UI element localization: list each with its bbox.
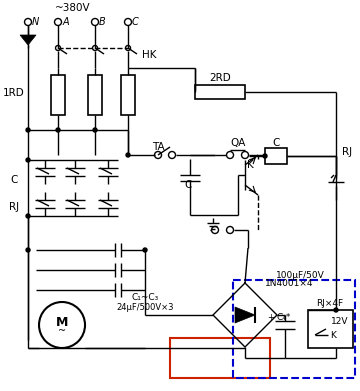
Text: K: K: [247, 160, 253, 170]
Text: 1RD: 1RD: [3, 88, 25, 98]
Circle shape: [26, 128, 30, 132]
Bar: [308, 310, 353, 348]
Circle shape: [54, 18, 62, 25]
Circle shape: [226, 226, 234, 233]
Polygon shape: [20, 35, 36, 45]
Text: RJ: RJ: [342, 147, 352, 157]
Text: ~: ~: [58, 326, 66, 336]
Text: TA: TA: [152, 142, 165, 152]
Text: A: A: [62, 17, 69, 27]
Bar: [233, 280, 355, 378]
Circle shape: [143, 248, 147, 252]
Text: C: C: [132, 17, 139, 27]
Circle shape: [93, 128, 97, 132]
Circle shape: [334, 308, 338, 312]
Bar: [265, 148, 287, 164]
Circle shape: [91, 18, 99, 25]
Text: HK: HK: [142, 50, 157, 60]
Circle shape: [39, 302, 85, 348]
Text: 2RD: 2RD: [209, 73, 231, 83]
Text: B: B: [99, 17, 106, 27]
Circle shape: [125, 18, 131, 25]
Text: ~380V: ~380V: [55, 3, 91, 13]
Text: C: C: [184, 180, 192, 190]
Circle shape: [26, 214, 30, 218]
Circle shape: [24, 18, 32, 25]
Circle shape: [26, 248, 30, 252]
Circle shape: [242, 151, 248, 158]
Text: C₁~C₃: C₁~C₃: [131, 294, 159, 303]
Circle shape: [226, 151, 234, 158]
Text: RJ×4F: RJ×4F: [316, 298, 343, 307]
Circle shape: [26, 158, 30, 162]
Text: K: K: [330, 330, 336, 339]
Circle shape: [56, 128, 60, 132]
Bar: [170, 338, 270, 378]
Circle shape: [93, 45, 98, 50]
Text: 12V: 12V: [331, 317, 349, 326]
Text: +: +: [267, 312, 274, 321]
Bar: [195, 85, 245, 99]
Polygon shape: [235, 307, 255, 323]
Circle shape: [55, 45, 60, 50]
Text: RJ: RJ: [9, 202, 19, 212]
Text: N: N: [32, 17, 39, 27]
Text: 1N4001×4: 1N4001×4: [265, 278, 314, 287]
Text: C₄*: C₄*: [276, 314, 291, 323]
Circle shape: [168, 151, 176, 158]
Circle shape: [212, 226, 219, 233]
Circle shape: [154, 151, 162, 158]
Bar: [88, 75, 102, 115]
Bar: [121, 75, 135, 115]
Bar: [51, 75, 65, 115]
Text: QA: QA: [230, 138, 246, 148]
Text: 100μF/50V: 100μF/50V: [276, 271, 324, 280]
Text: 24μF/500V×3: 24μF/500V×3: [116, 303, 174, 312]
Text: C: C: [272, 138, 280, 148]
Text: C: C: [10, 175, 18, 185]
Circle shape: [126, 153, 130, 157]
Circle shape: [126, 45, 131, 50]
Circle shape: [263, 154, 267, 158]
Text: M: M: [56, 316, 68, 328]
